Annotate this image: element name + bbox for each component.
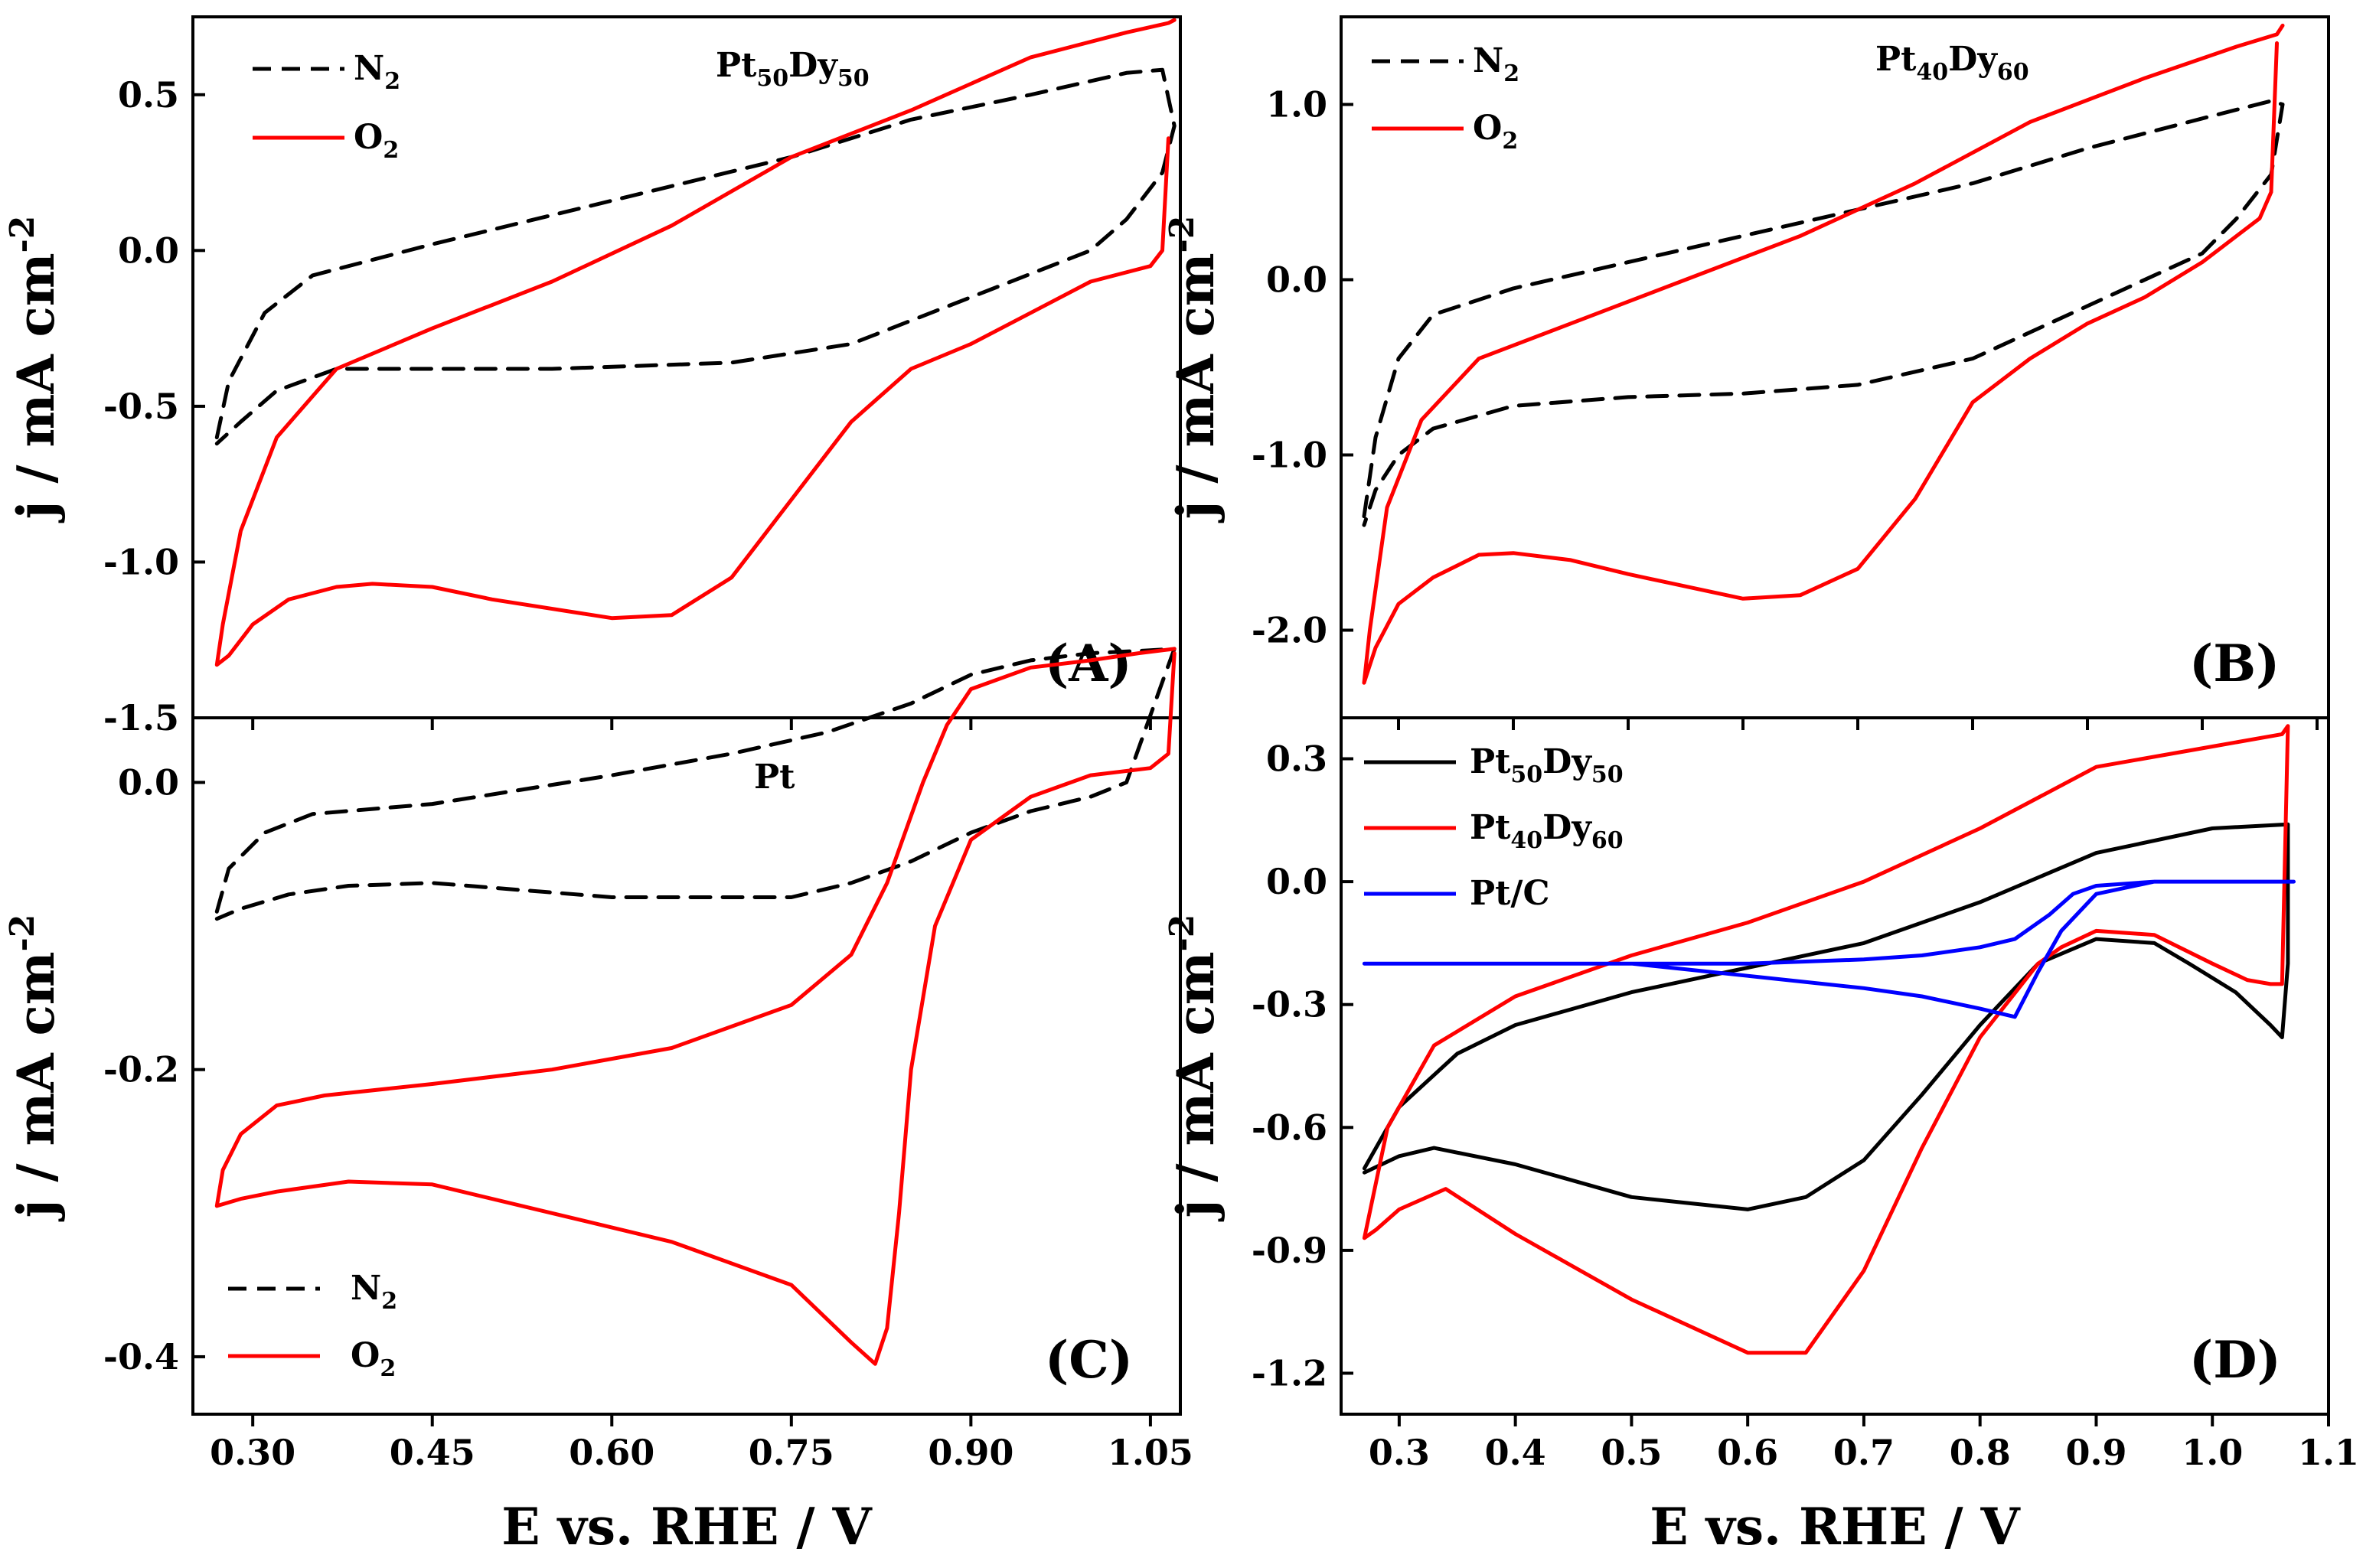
panel-d-legend-ptc-label: Pt/C [1470, 874, 1550, 913]
panel-d-y-tick-label-0: 0.3 [1266, 738, 1327, 780]
panel-d-x-tick-label-3: 0.6 [1717, 1432, 1778, 1473]
panel-d-y-axis-label: j / mA cm-2 [1163, 914, 1226, 1222]
panel-b-y-axis-label: j / mA cm-2 [1163, 216, 1226, 523]
panel-c-x-tick-label-1: 0.45 [390, 1432, 475, 1473]
panel-d-x-tick-label-0: 0.3 [1369, 1432, 1430, 1473]
panel-d-y-axis: 0.3 0.0 -0.3 -0.6 -0.9 -1.2 [1252, 738, 1353, 1394]
panel-d-y-tick-label-5: -1.2 [1252, 1352, 1327, 1394]
panel-c-y-tick-label-0: 0.0 [118, 761, 179, 803]
panel-c-label: (C) [1045, 1330, 1133, 1390]
panel-c: 0.0 -0.2 -0.4 0.30 0.45 0.60 0.75 0.90 1.05 j /… [3, 647, 1193, 1557]
panel-d-series-ptc [1362, 879, 2296, 1019]
panel-c-series-n2 [214, 647, 1177, 921]
panel-a-legend-n2-label: N2 [354, 49, 400, 95]
panel-a-x-axis [251, 718, 1152, 730]
panel-a-y-tick-label-2: -0.5 [103, 386, 179, 427]
panel-a-series-n2 [214, 67, 1177, 446]
panel-b-series-o2 [1362, 23, 2285, 685]
panel-b-y-tick-label-0: 1.0 [1266, 84, 1327, 126]
panel-d-x-tick-label-7: 1.0 [2182, 1432, 2243, 1473]
panel-b-legend-n2-label: N2 [1473, 41, 1519, 87]
panel-d-frame [1340, 716, 2330, 1416]
panel-d-x-tick-label-4: 0.7 [1833, 1432, 1895, 1473]
panel-a-plot-area [214, 18, 1177, 667]
panel-a-legend-o2-label: O2 [354, 118, 399, 164]
panel-c-x-tick-label-4: 0.90 [928, 1432, 1013, 1473]
panel-c-series-o2 [214, 647, 1177, 1366]
panel-a: 0.5 0.0 -0.5 -1.0 -1.5 j / mA cm-2 N2 O2 Pt5… [3, 15, 1182, 738]
panel-a-y-tick-label-4: -1.5 [103, 697, 179, 738]
panel-d-x-axis: 0.3 0.4 0.5 0.6 0.7 0.8 0.9 1.0 1.1 [1369, 1414, 2359, 1473]
panel-b-y-tick-label-1: 0.0 [1266, 259, 1327, 301]
panel-b-y-tick-label-2: -1.0 [1252, 435, 1327, 476]
panel-d-x-tick-label-5: 0.8 [1950, 1432, 2011, 1473]
panel-d-y-tick-label-3: -0.6 [1252, 1107, 1327, 1148]
panel-b-x-axis [1397, 718, 2319, 730]
panel-d-series-pt50dy50 [1362, 822, 2290, 1211]
panel-d-x-tick-label-2: 0.5 [1601, 1432, 1662, 1473]
panel-c-title: Pt [754, 758, 795, 797]
panel-d: 0.30.0-0.3-0.6-0.9-1.2 0.3 0.4 0.5 0.6 0.7 0.… [1163, 716, 2359, 1557]
panel-c-y-tick-label-1: -0.2 [103, 1049, 179, 1090]
panel-a-y-tick-label-3: -1.0 [103, 541, 179, 582]
panel-a-y-axis: 0.5 0.0 -0.5 -1.0 -1.5 [103, 74, 205, 738]
panel-a-y-axis-label: j / mA cm-2 [3, 216, 66, 523]
panel-c-legend-n2-label: N2 [351, 1269, 397, 1315]
panel-b-series-n2 [1362, 99, 2285, 527]
panel-c-x-tick-label-5: 1.05 [1108, 1432, 1193, 1473]
panel-d-x-axis-label: E vs. RHE / V [1650, 1497, 2021, 1557]
panel-a-title: Pt50Dy50 [716, 46, 870, 92]
panel-c-x-tick-label-0: 0.30 [210, 1432, 295, 1473]
panel-a-series-o2 [214, 18, 1177, 667]
panel-c-x-tick-label-2: 0.60 [569, 1432, 654, 1473]
panel-d-label: (D) [2189, 1330, 2281, 1390]
panel-c-plot-area [214, 647, 1177, 1366]
panel-c-x-axis-label: E vs. RHE / V [501, 1497, 873, 1557]
panel-c-y-axis-label: j / mA cm-2 [3, 914, 66, 1222]
panel-c-legend-o2-label: O2 [351, 1336, 396, 1382]
panel-b-legend-o2-label: O2 [1473, 109, 1518, 155]
panel-d-y-tick-label-4: -0.9 [1252, 1230, 1327, 1271]
panel-b-label: (B) [2189, 634, 2280, 693]
panel-a-y-tick-label-1: 0.0 [118, 230, 179, 271]
panel-b-title: Pt40Dy60 [1875, 40, 2029, 86]
panel-b-y-tick-label-3: -2.0 [1252, 610, 1327, 651]
panel-c-frame [191, 716, 1182, 1416]
panel-d-legend-pt40dy60-label: Pt40Dy60 [1470, 808, 1624, 854]
panel-b: 1.0 0.0 -1.0 -2.0 j / mA cm-2 N2 O2 Pt40Dy6… [1163, 15, 2330, 730]
panel-b-y-axis: 1.0 0.0 -1.0 -2.0 [1252, 84, 1353, 651]
panel-d-plot-area [1362, 724, 2296, 1355]
panel-c-x-axis: 0.30 0.45 0.60 0.75 0.90 1.05 [210, 1414, 1193, 1473]
panel-d-series-pt40dy60 [1362, 724, 2290, 1355]
panel-d-legend-pt50dy50-label: Pt50Dy50 [1470, 742, 1624, 788]
panel-d-y-tick-label-2: -0.3 [1252, 984, 1327, 1025]
panel-d-x-tick-label-6: 0.9 [2065, 1432, 2126, 1473]
panel-c-y-axis: 0.0 -0.2 -0.4 [103, 761, 205, 1377]
panel-b-plot-area [1362, 23, 2285, 685]
panel-c-y-tick-label-2: -0.4 [103, 1336, 179, 1377]
panel-d-x-tick-label-1: 0.4 [1485, 1432, 1546, 1473]
panel-d-y-tick-label-1: 0.0 [1266, 861, 1327, 902]
panel-a-y-tick-label-0: 0.5 [118, 74, 179, 116]
panel-d-x-tick-label-8: 1.1 [2298, 1432, 2359, 1473]
panel-c-x-tick-label-3: 0.75 [749, 1432, 834, 1473]
